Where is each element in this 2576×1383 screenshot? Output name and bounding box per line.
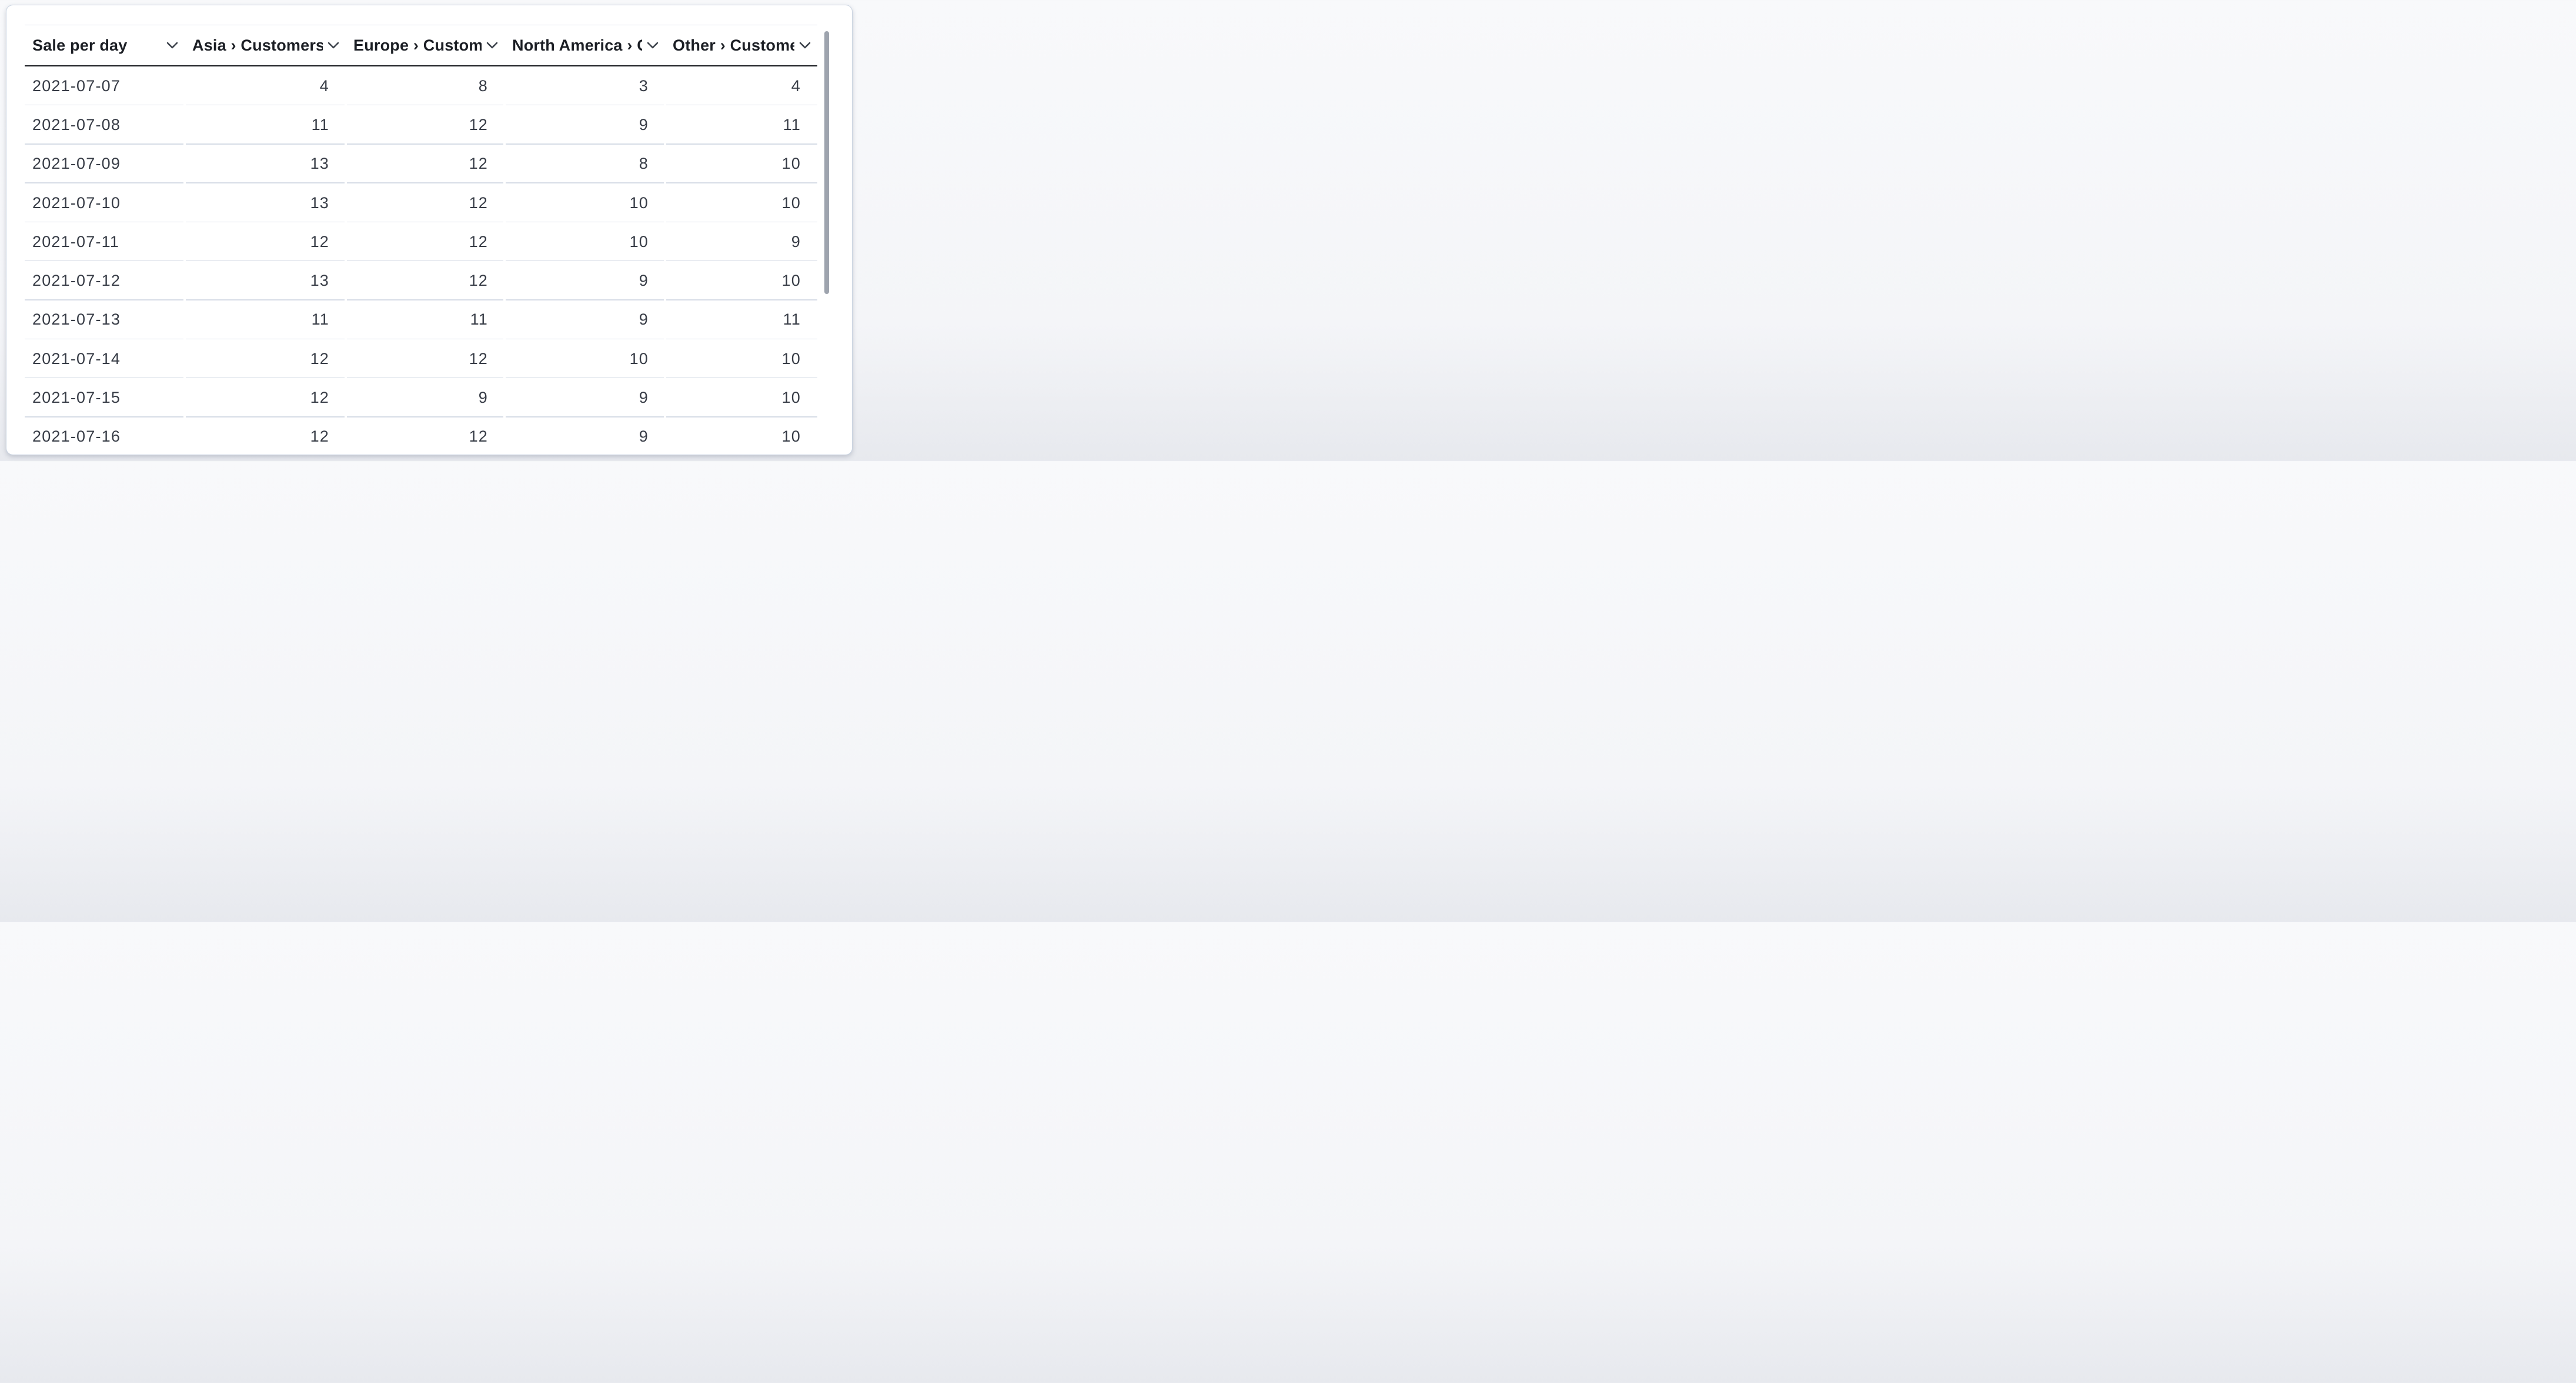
date-cell: 2021-07-08 bbox=[25, 105, 185, 145]
column-header-europe-customers[interactable]: Europe › Customers bbox=[346, 25, 504, 65]
column-header-sale-per-day[interactable]: Sale per day bbox=[25, 25, 185, 65]
value-cell: 10 bbox=[665, 378, 817, 417]
value-cell: 13 bbox=[185, 145, 346, 183]
value-cell: 12 bbox=[346, 145, 504, 183]
table-row: 2021-07-09 13 12 8 10 bbox=[25, 145, 817, 183]
date-cell: 2021-07-07 bbox=[25, 66, 185, 106]
table-row: 2021-07-08 11 12 9 11 bbox=[25, 105, 817, 145]
value-cell: 12 bbox=[346, 222, 504, 262]
value-cell: 9 bbox=[504, 261, 665, 300]
value-cell: 8 bbox=[346, 66, 504, 106]
value-cell: 12 bbox=[346, 417, 504, 455]
value-cell: 12 bbox=[185, 378, 346, 417]
table-body: 2021-07-07 4 8 3 4 2021-07-08 11 12 9 11 2021-07-0… bbox=[25, 66, 817, 455]
value-cell: 10 bbox=[665, 183, 817, 223]
value-cell: 9 bbox=[346, 378, 504, 417]
value-cell: 11 bbox=[185, 300, 346, 340]
table-row: 2021-07-15 12 9 9 10 bbox=[25, 378, 817, 417]
date-cell: 2021-07-16 bbox=[25, 417, 185, 455]
value-cell: 10 bbox=[504, 339, 665, 379]
table-row: 2021-07-11 12 12 10 9 bbox=[25, 222, 817, 262]
value-cell: 10 bbox=[665, 339, 817, 379]
table-card: Sale per day Asia › Customers Europe › C… bbox=[6, 5, 853, 455]
value-cell: 9 bbox=[504, 378, 665, 417]
table-row: 2021-07-14 12 12 10 10 bbox=[25, 339, 817, 379]
chevron-down-icon[interactable] bbox=[647, 42, 659, 49]
value-cell: 3 bbox=[504, 66, 665, 106]
value-cell: 12 bbox=[185, 339, 346, 379]
table-header-row: Sale per day Asia › Customers Europe › C… bbox=[25, 25, 817, 66]
column-header-label: Other › Customers bbox=[673, 36, 794, 54]
value-cell: 12 bbox=[346, 339, 504, 379]
value-cell: 10 bbox=[665, 417, 817, 455]
date-cell: 2021-07-15 bbox=[25, 378, 185, 417]
chevron-down-icon[interactable] bbox=[328, 42, 339, 49]
value-cell: 11 bbox=[665, 105, 817, 145]
data-table: Sale per day Asia › Customers Europe › C… bbox=[25, 25, 817, 455]
value-cell: 12 bbox=[346, 261, 504, 300]
value-cell: 9 bbox=[504, 105, 665, 145]
chevron-down-icon[interactable] bbox=[799, 42, 811, 49]
chevron-down-icon[interactable] bbox=[166, 42, 178, 49]
value-cell: 4 bbox=[665, 66, 817, 106]
column-header-label: Europe › Customers bbox=[353, 36, 482, 54]
value-cell: 12 bbox=[185, 222, 346, 262]
value-cell: 12 bbox=[346, 105, 504, 145]
table-row: 2021-07-13 11 11 9 11 bbox=[25, 300, 817, 340]
table-row: 2021-07-16 12 12 9 10 bbox=[25, 417, 817, 455]
column-header-asia-customers[interactable]: Asia › Customers bbox=[185, 25, 346, 65]
value-cell: 10 bbox=[665, 261, 817, 300]
value-cell: 9 bbox=[504, 417, 665, 455]
value-cell: 11 bbox=[665, 300, 817, 340]
date-cell: 2021-07-09 bbox=[25, 145, 185, 183]
value-cell: 11 bbox=[185, 105, 346, 145]
table-row: 2021-07-10 13 12 10 10 bbox=[25, 183, 817, 223]
value-cell: 9 bbox=[504, 300, 665, 340]
value-cell: 10 bbox=[665, 145, 817, 183]
date-cell: 2021-07-14 bbox=[25, 339, 185, 379]
vertical-scrollbar-thumb[interactable] bbox=[824, 31, 829, 294]
date-cell: 2021-07-12 bbox=[25, 261, 185, 300]
value-cell: 10 bbox=[504, 222, 665, 262]
value-cell: 11 bbox=[346, 300, 504, 340]
value-cell: 12 bbox=[185, 417, 346, 455]
column-header-label: North America › Customers bbox=[512, 36, 642, 54]
value-cell: 12 bbox=[346, 183, 504, 223]
table-row: 2021-07-12 13 12 9 10 bbox=[25, 261, 817, 300]
value-cell: 9 bbox=[665, 222, 817, 262]
value-cell: 10 bbox=[504, 183, 665, 223]
date-cell: 2021-07-10 bbox=[25, 183, 185, 223]
value-cell: 13 bbox=[185, 183, 346, 223]
value-cell: 13 bbox=[185, 261, 346, 300]
value-cell: 4 bbox=[185, 66, 346, 106]
column-header-label: Sale per day bbox=[32, 36, 128, 54]
chevron-down-icon[interactable] bbox=[486, 42, 498, 49]
table-row: 2021-07-07 4 8 3 4 bbox=[25, 66, 817, 106]
column-header-label: Asia › Customers bbox=[192, 36, 323, 54]
page: { "table": { "columns": [ { "label": "Sa… bbox=[0, 0, 859, 461]
value-cell: 8 bbox=[504, 145, 665, 183]
column-header-other-customers[interactable]: Other › Customers bbox=[665, 25, 817, 65]
date-cell: 2021-07-11 bbox=[25, 222, 185, 262]
date-cell: 2021-07-13 bbox=[25, 300, 185, 340]
column-header-north-america-customers[interactable]: North America › Customers bbox=[504, 25, 665, 65]
